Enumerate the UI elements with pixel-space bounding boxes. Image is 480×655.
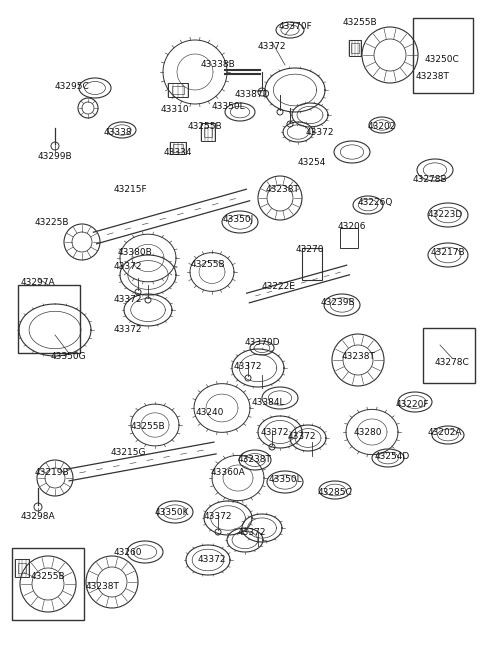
- Text: 43350G: 43350G: [50, 352, 86, 361]
- Bar: [349, 40, 361, 56]
- Text: 43219B: 43219B: [35, 468, 69, 477]
- Text: 43334: 43334: [164, 148, 192, 157]
- Text: 43202A: 43202A: [428, 428, 462, 437]
- Text: 43223D: 43223D: [427, 210, 463, 219]
- Text: 43202: 43202: [368, 122, 396, 131]
- Bar: [340, 228, 358, 248]
- Text: 43238T: 43238T: [341, 352, 375, 361]
- Text: 43350J: 43350J: [222, 215, 253, 224]
- Bar: [18, 285, 80, 353]
- Text: 43372: 43372: [114, 295, 142, 304]
- Text: 43285C: 43285C: [318, 488, 352, 497]
- Bar: [204, 126, 212, 138]
- Text: 43280: 43280: [354, 428, 382, 437]
- Bar: [172, 86, 184, 94]
- Bar: [302, 248, 322, 280]
- Bar: [18, 563, 26, 573]
- Text: 43310: 43310: [161, 105, 189, 114]
- Bar: [423, 328, 475, 383]
- Text: 43215F: 43215F: [113, 185, 147, 194]
- Text: 43372: 43372: [198, 555, 226, 564]
- Text: 43217B: 43217B: [431, 248, 465, 257]
- Text: 43372: 43372: [238, 528, 266, 537]
- Bar: [413, 18, 473, 93]
- Text: 43380B: 43380B: [118, 248, 152, 257]
- Text: 43220F: 43220F: [395, 400, 429, 409]
- Bar: [168, 83, 188, 97]
- Text: 43384L: 43384L: [251, 398, 285, 407]
- Text: 43238T: 43238T: [415, 72, 449, 81]
- Text: 43225B: 43225B: [35, 218, 69, 227]
- Bar: [12, 548, 84, 620]
- Bar: [173, 144, 183, 151]
- Text: 43370D: 43370D: [244, 338, 280, 347]
- Text: 43338B: 43338B: [201, 60, 235, 69]
- Bar: [170, 142, 186, 154]
- Text: 43206: 43206: [338, 222, 366, 231]
- Text: 43295C: 43295C: [55, 82, 89, 91]
- Text: 43240: 43240: [196, 408, 224, 417]
- Text: 43350L: 43350L: [268, 475, 302, 484]
- Text: 43238T: 43238T: [238, 455, 272, 464]
- Text: 43372: 43372: [114, 262, 142, 271]
- Text: 43238T: 43238T: [85, 582, 119, 591]
- Text: 43239B: 43239B: [321, 298, 355, 307]
- Text: 43298A: 43298A: [21, 512, 55, 521]
- Bar: [15, 559, 29, 577]
- Text: 43372: 43372: [306, 128, 334, 137]
- Text: 43278C: 43278C: [434, 358, 469, 367]
- Text: 43372: 43372: [288, 432, 316, 441]
- Text: 43372: 43372: [114, 325, 142, 334]
- Text: 43255B: 43255B: [188, 122, 222, 131]
- Bar: [351, 43, 359, 53]
- Bar: [201, 123, 215, 141]
- Text: 43350K: 43350K: [155, 508, 189, 517]
- Text: 43278B: 43278B: [413, 175, 447, 184]
- Text: 43255B: 43255B: [31, 572, 65, 581]
- Text: 43222E: 43222E: [261, 282, 295, 291]
- Text: 43238T: 43238T: [265, 185, 299, 194]
- Text: 43255B: 43255B: [191, 260, 225, 269]
- Text: 43350L: 43350L: [211, 102, 245, 111]
- Text: 43226Q: 43226Q: [357, 198, 393, 207]
- Text: 43297A: 43297A: [21, 278, 55, 287]
- Text: 43215G: 43215G: [110, 448, 146, 457]
- Text: 43254D: 43254D: [374, 452, 409, 461]
- Text: 43254: 43254: [298, 158, 326, 167]
- Text: 43270: 43270: [296, 245, 324, 254]
- Text: 43372: 43372: [204, 512, 232, 521]
- Text: 43338: 43338: [104, 128, 132, 137]
- Text: 43260: 43260: [114, 548, 142, 557]
- Text: 43360A: 43360A: [211, 468, 245, 477]
- Text: 43255B: 43255B: [343, 18, 377, 27]
- Text: 43255B: 43255B: [131, 422, 165, 431]
- Text: 43387D: 43387D: [234, 90, 270, 99]
- Text: 43370F: 43370F: [278, 22, 312, 31]
- Text: 43372: 43372: [234, 362, 262, 371]
- Text: 43250C: 43250C: [425, 55, 459, 64]
- Text: 43299B: 43299B: [38, 152, 72, 161]
- Text: 43372: 43372: [261, 428, 289, 437]
- Text: 43372: 43372: [258, 42, 286, 51]
